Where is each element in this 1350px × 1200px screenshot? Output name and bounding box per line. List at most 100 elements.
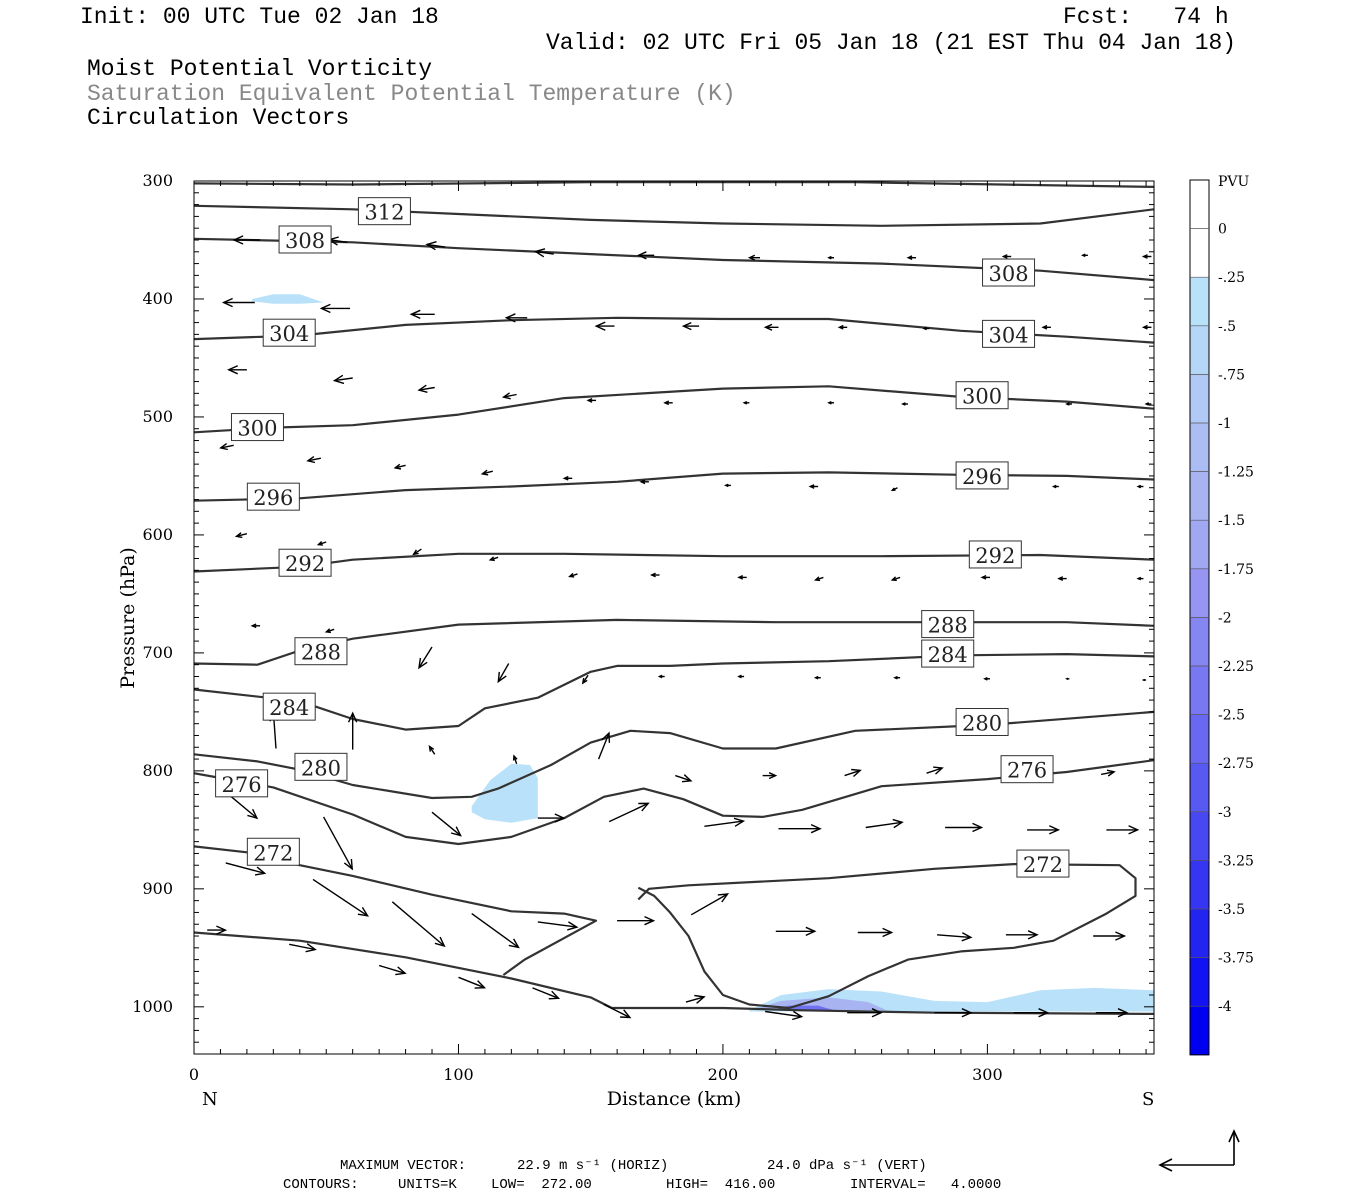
x-tick-label: 100 — [443, 1065, 474, 1084]
circulation-vector — [316, 540, 327, 546]
colorbar-label: -1.75 — [1218, 562, 1254, 578]
contour-label-box — [294, 752, 348, 781]
circulation-vector — [1141, 254, 1152, 259]
circulation-vector — [837, 324, 848, 330]
theta-es-contours — [194, 181, 1154, 1015]
contour-label-box — [262, 692, 316, 721]
contours-units: UNITS=K — [398, 1177, 457, 1193]
circulation-vector — [324, 628, 335, 634]
circulation-vector — [312, 878, 370, 917]
y-tick-label: 300 — [142, 171, 173, 190]
circulation-vector — [417, 384, 435, 393]
colorbar-label: -1.25 — [1218, 465, 1254, 481]
circulation-vector — [221, 297, 255, 308]
circulation-vector — [306, 456, 322, 464]
colorbar-swatch — [1190, 423, 1209, 473]
circulation-vector — [1136, 484, 1144, 489]
contour-label: 276 — [1007, 759, 1047, 783]
south-label: S — [1142, 1089, 1154, 1110]
circulation-vector — [226, 365, 247, 375]
circulation-vector — [594, 321, 615, 331]
colorbar-swatch — [1190, 909, 1209, 959]
circulation-vector — [488, 556, 499, 562]
colorbar-label: -.5 — [1218, 319, 1236, 335]
theta-contour — [194, 204, 1154, 227]
circulation-vector — [1144, 402, 1152, 406]
colorbar-label: -.75 — [1218, 367, 1245, 383]
circulation-vector — [1093, 931, 1127, 941]
contour-label: 308 — [988, 262, 1028, 286]
y-tick-label: 900 — [142, 879, 173, 898]
circulation-vector — [847, 1008, 883, 1018]
circulation-vector — [319, 303, 350, 314]
circulation-vector — [608, 802, 650, 823]
circulation-vector — [778, 823, 822, 834]
circulation-vector — [581, 674, 589, 685]
circulation-vector — [250, 623, 261, 629]
circulation-vector — [1065, 677, 1070, 681]
circulation-vector — [1051, 484, 1059, 489]
circulation-vector — [322, 816, 354, 871]
circulation-vector — [1080, 253, 1088, 258]
contour-label-box — [982, 258, 1036, 287]
circulation-vector — [431, 811, 462, 837]
circulation-vector — [393, 463, 406, 470]
colorbar-label: -2.5 — [1218, 708, 1245, 724]
colorbar-label: -1.5 — [1218, 513, 1245, 529]
contour-label: 292 — [285, 552, 325, 576]
circulation-vector — [1057, 576, 1067, 581]
colorbar-label: -3 — [1218, 805, 1232, 821]
north-label: N — [202, 1089, 218, 1110]
circulation-vector — [636, 251, 655, 260]
contour-label-box — [246, 837, 300, 866]
theta-contour — [194, 931, 1154, 1015]
colorbar-swatch — [1190, 325, 1209, 375]
circulation-vectors — [207, 235, 1152, 1021]
circulation-vector — [765, 1010, 804, 1021]
circulation-vector — [675, 774, 693, 783]
contour-label: 292 — [975, 544, 1015, 568]
reference-vector-icon — [1158, 1129, 1240, 1172]
circulation-vector — [890, 487, 898, 492]
circulation-vector — [1027, 825, 1061, 835]
y-axis-label: Pressure (hPa) — [117, 547, 139, 689]
circulation-vector — [327, 236, 348, 246]
circulation-vector — [980, 574, 990, 580]
circulation-vector — [983, 677, 990, 681]
colorbar-swatch — [1190, 471, 1209, 521]
colorbar-swatch — [1190, 860, 1209, 910]
circulation-vector — [808, 484, 819, 489]
circulation-vector — [775, 926, 817, 937]
circulation-vector — [922, 326, 930, 331]
circulation-vector — [639, 479, 649, 485]
circulation-vector — [1141, 678, 1147, 682]
colorbar-swatch — [1190, 763, 1209, 813]
circulation-vector — [480, 469, 493, 476]
circulation-vector — [207, 925, 228, 935]
circulation-vector — [586, 398, 596, 403]
circulation-vector — [532, 987, 561, 1000]
contour-label: 272 — [253, 841, 293, 865]
pv-region — [252, 294, 324, 304]
circulation-vector — [723, 483, 731, 488]
contours-low: LOW= 272.00 — [491, 1177, 592, 1193]
circulation-vector — [934, 1008, 973, 1018]
colorbar: 0 -.25 -.5 -.75 -1 -1.25 -1.5 -1.75 -2 -2.25 -2.5 -… — [1189, 179, 1254, 1056]
circulation-vector — [906, 255, 916, 261]
circulation-vector — [603, 1003, 632, 1019]
circulation-vector — [1013, 1008, 1050, 1018]
circulation-vector — [391, 901, 446, 948]
contour-label-box — [955, 461, 1009, 490]
max-vector-vert: 24.0 dPa s⁻¹ (VERT) — [767, 1158, 927, 1174]
colorbar-swatch — [1190, 811, 1209, 861]
y-tick-label: 1000 — [132, 997, 173, 1016]
circulation-vector — [690, 893, 730, 916]
circulation-vector — [827, 400, 834, 405]
colorbar-label: -3.5 — [1218, 902, 1245, 918]
circulation-vector — [649, 572, 660, 578]
circulation-vector — [1065, 402, 1072, 406]
theta-contour — [194, 618, 1154, 666]
colorbar-label: 0 — [1218, 222, 1227, 238]
circulation-vector — [512, 754, 518, 765]
colorbar-swatch — [1190, 374, 1209, 424]
